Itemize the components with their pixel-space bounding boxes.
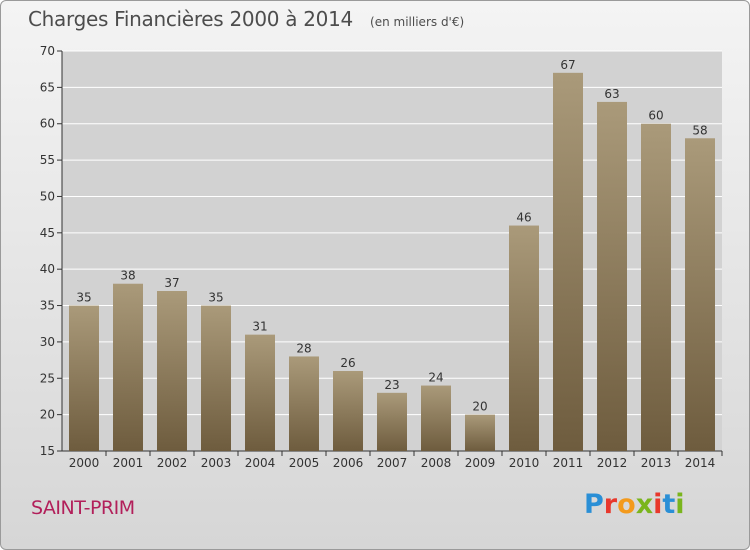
bar-2006 — [333, 371, 363, 451]
commune-name: SAINT-PRIM — [31, 497, 135, 519]
value-label-2009: 20 — [472, 400, 487, 414]
value-labels: 35 38 37 35 31 28 26 23 24 20 46 67 63 60 58 — [76, 58, 707, 414]
y-tick-label: 70 — [40, 44, 55, 58]
y-tick-label: 60 — [40, 117, 55, 131]
y-tick-label: 15 — [40, 444, 55, 458]
y-tick-label: 35 — [40, 299, 55, 313]
bar-2005 — [289, 356, 319, 451]
value-label-2011: 67 — [560, 58, 575, 72]
x-tick-label-2013: 2013 — [641, 456, 672, 470]
value-label-2013: 60 — [648, 109, 663, 123]
value-label-2000: 35 — [76, 291, 91, 305]
x-tick-label-2005: 2005 — [289, 456, 320, 470]
bar-2009 — [465, 414, 495, 451]
x-tick-label-2006: 2006 — [333, 456, 364, 470]
bar-2007 — [377, 392, 407, 451]
value-label-2012: 63 — [604, 87, 619, 101]
value-label-2003: 35 — [208, 291, 223, 305]
x-tick-labels: 2000 2001 2002 2003 2004 2005 2006 2007 2008 2009… — [69, 456, 716, 470]
y-tick-label: 45 — [40, 226, 55, 240]
x-tick-label-2007: 2007 — [377, 456, 408, 470]
value-label-2014: 58 — [692, 123, 707, 137]
value-label-2005: 28 — [296, 341, 311, 355]
x-tick-label-2004: 2004 — [245, 456, 276, 470]
chart-title: Charges Financières 2000 à 2014 — [28, 7, 353, 31]
bar-2003 — [201, 305, 231, 451]
bar-2002 — [157, 291, 187, 451]
x-tick-label-2012: 2012 — [597, 456, 628, 470]
value-label-2008: 24 — [428, 371, 443, 385]
logo-letter: x — [635, 489, 654, 520]
bars — [69, 72, 715, 452]
logo-letter: o — [617, 489, 636, 520]
logo-letter: i — [653, 489, 663, 520]
value-label-2004: 31 — [252, 320, 267, 334]
bar-2000 — [69, 305, 99, 451]
value-label-2001: 38 — [120, 269, 135, 283]
bar-2013 — [641, 123, 671, 452]
bar-2014 — [685, 138, 715, 452]
logo-letter: P — [584, 489, 604, 520]
x-tick-label-2000: 2000 — [69, 456, 100, 470]
x-tick-label-2003: 2003 — [201, 456, 232, 470]
logo-letter: t — [662, 489, 676, 520]
x-tick-label-2010: 2010 — [509, 456, 540, 470]
y-tick-label: 65 — [40, 80, 55, 94]
logo-letter: r — [603, 489, 618, 520]
title-row: Charges Financières 2000 à 2014 (en mill… — [28, 7, 464, 31]
bar-2004 — [245, 334, 275, 451]
y-tick-label: 50 — [40, 189, 55, 203]
bar-2008 — [421, 385, 451, 451]
value-label-2006: 26 — [340, 356, 355, 370]
x-tick-label-2014: 2014 — [685, 456, 716, 470]
value-label-2007: 23 — [384, 378, 399, 392]
x-tick-label-2009: 2009 — [465, 456, 496, 470]
proxiti-logo: Proxiti — [584, 489, 685, 520]
y-tick-label: 40 — [40, 262, 55, 276]
value-label-2002: 37 — [164, 276, 179, 290]
y-tick-label: 30 — [40, 335, 55, 349]
y-tick-label: 25 — [40, 371, 55, 385]
bar-2012 — [597, 101, 627, 451]
x-tick-label-2001: 2001 — [113, 456, 144, 470]
y-tick-labels: 15 20 25 30 35 40 45 50 55 60 65 70 — [40, 44, 55, 458]
chart-unit: (en milliers d'€) — [370, 15, 465, 29]
bar-2011 — [553, 72, 583, 452]
bar-2001 — [113, 283, 143, 451]
y-tick-label: 55 — [40, 153, 55, 167]
x-tick-label-2011: 2011 — [553, 456, 584, 470]
x-tick-label-2008: 2008 — [421, 456, 452, 470]
value-label-2010: 46 — [516, 211, 531, 225]
bar-2010 — [509, 225, 539, 451]
y-tick-label: 20 — [40, 408, 55, 422]
x-tick-label-2002: 2002 — [157, 456, 188, 470]
logo-letter: i — [675, 489, 685, 520]
